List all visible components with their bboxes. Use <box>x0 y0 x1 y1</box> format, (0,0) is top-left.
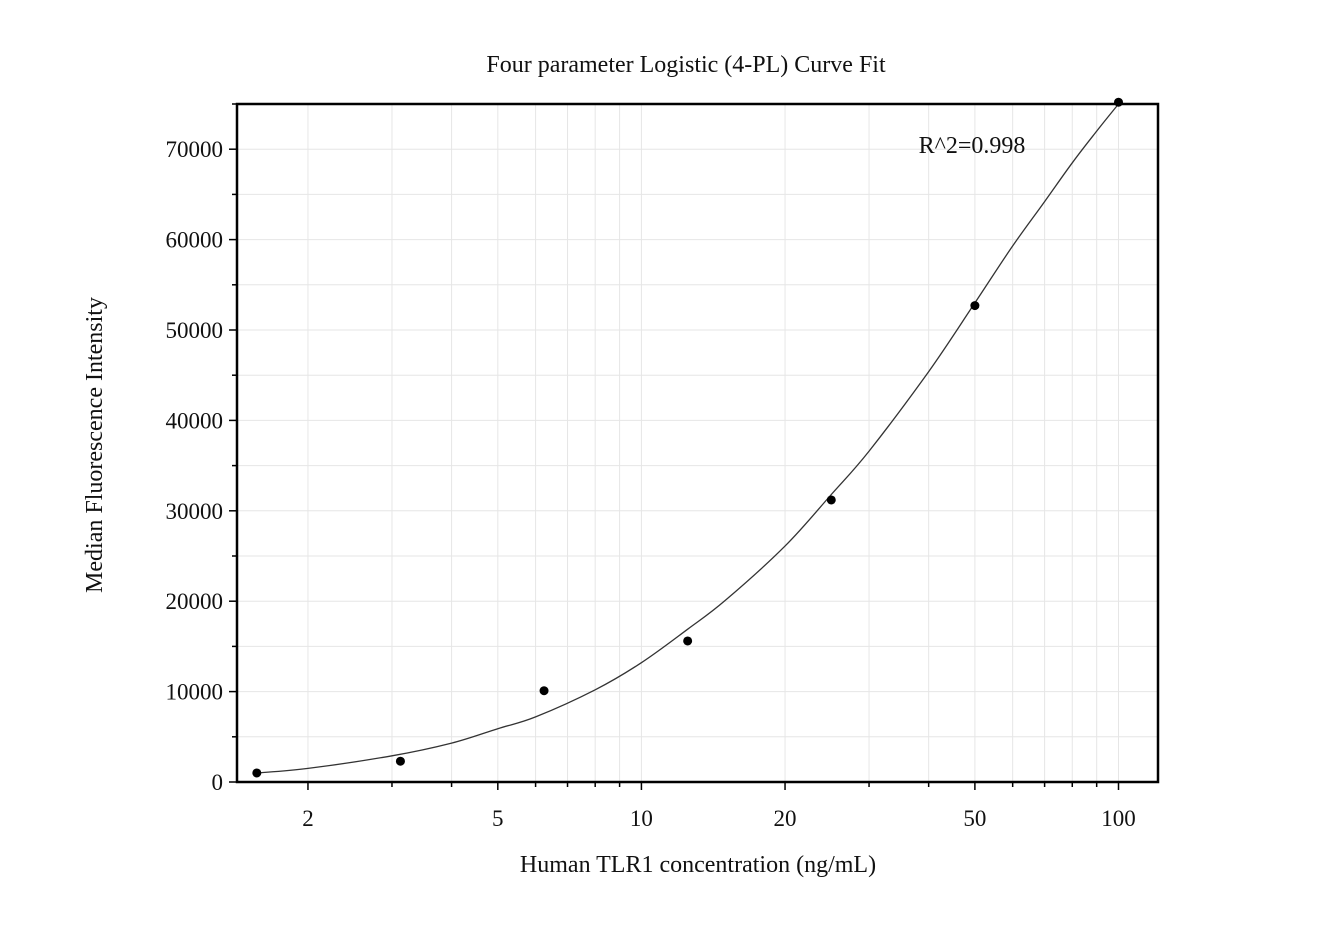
y-tick-label: 0 <box>212 770 224 795</box>
data-point <box>395 756 405 766</box>
y-tick-label: 50000 <box>166 318 224 343</box>
data-point <box>826 495 836 505</box>
x-axis-label: Human TLR1 concentration (ng/mL) <box>520 852 876 878</box>
data-point <box>539 686 549 696</box>
x-tick-label: 5 <box>492 806 504 831</box>
y-tick-labels: 0 10000 20000 30000 40000 50000 60000 70000 <box>166 137 224 795</box>
y-tick-label: 20000 <box>166 589 224 614</box>
data-points-layer <box>252 97 1124 778</box>
y-tick-label: 40000 <box>166 408 224 433</box>
data-point <box>970 301 980 311</box>
y-tick-label: 70000 <box>166 137 224 162</box>
x-tick-label: 10 <box>630 806 653 831</box>
plot-frame <box>235 102 1160 784</box>
chart-title: Four parameter Logistic (4-PL) Curve Fit <box>486 52 886 78</box>
data-point <box>1114 97 1124 107</box>
x-tick-label: 50 <box>963 806 986 831</box>
x-tick-label: 2 <box>302 806 314 831</box>
r-squared-annotation: R^2=0.998 <box>919 133 1026 159</box>
fit-curve-line <box>256 103 1120 774</box>
x-tick-label: 100 <box>1101 806 1136 831</box>
grid-lines <box>237 103 1158 783</box>
y-axis-label: Median Fluorescence Intensity <box>82 297 108 593</box>
y-tick-label: 30000 <box>166 499 224 524</box>
data-point <box>252 768 262 778</box>
data-point <box>683 636 693 646</box>
y-tick-label: 10000 <box>166 680 224 705</box>
axis-ticks <box>229 103 1120 790</box>
x-tick-labels: 2 5 10 20 50 100 <box>302 806 1136 831</box>
fit-curve-layer <box>256 103 1120 774</box>
x-tick-label: 20 <box>774 806 797 831</box>
y-tick-label: 60000 <box>166 228 224 253</box>
